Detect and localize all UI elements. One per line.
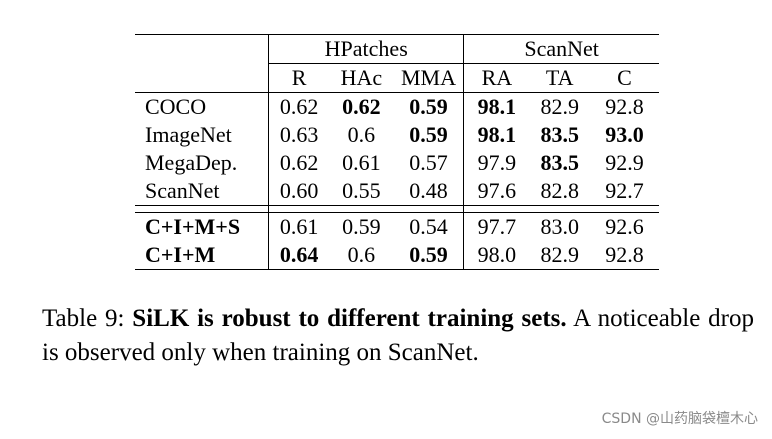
- table-cell: 83.5: [540, 150, 579, 175]
- table-cell: 97.9: [463, 149, 530, 177]
- table-cell: 0.62: [268, 149, 330, 177]
- row-label: MegaDep.: [145, 150, 238, 175]
- gap-cell: [463, 205, 530, 213]
- row-label: ScanNet: [135, 177, 269, 206]
- table-cell: 0.59: [329, 212, 394, 241]
- results-table-wrapper: HPatches ScanNet R HAc MMA RA TA C COCO 0…: [135, 34, 659, 270]
- caption-prefix: Table 9:: [42, 305, 133, 332]
- table-cell: 98.1: [463, 92, 530, 121]
- table-cell: 92.6: [589, 212, 659, 241]
- gap-cell: [590, 206, 659, 213]
- column-header-ta: TA: [529, 63, 590, 93]
- table-cell: 82.9: [529, 241, 590, 270]
- table-cell: 0.6: [329, 241, 394, 270]
- table-cell: 0.59: [393, 241, 464, 270]
- corner-cell: [135, 34, 269, 64]
- table-cell: 97.7: [463, 212, 530, 241]
- table-cell: 82.8: [529, 177, 590, 206]
- gap-cell: [394, 206, 464, 213]
- column-header-ra: RA: [463, 63, 530, 93]
- table-cell: 92.8: [589, 241, 659, 270]
- table-row: MegaDep. 0.62 0.61 0.57 97.9 83.5 92.9: [135, 149, 659, 177]
- table-cell: 0.62: [268, 92, 330, 121]
- table-cell: 0.59: [409, 94, 448, 119]
- group-header-row: HPatches ScanNet: [135, 34, 659, 64]
- row-label: C+I+M: [135, 241, 269, 270]
- table-cell: 0.48: [393, 177, 464, 206]
- group-header-hpatches: HPatches: [268, 34, 464, 64]
- table-row: C+I+M+S 0.61 0.59 0.54 97.7 83.0 92.6: [135, 212, 659, 241]
- table-row: C+I+M 0.64 0.6 0.59 98.0 82.9 92.8: [135, 241, 659, 270]
- table-cell: 0.57: [409, 150, 448, 175]
- table-row: ScanNet 0.60 0.55 0.48 97.6 82.8 92.7: [135, 177, 659, 206]
- group-header-scannet: ScanNet: [463, 34, 659, 64]
- table-cell: 93.0: [605, 122, 644, 147]
- table-cell: 98.0: [463, 241, 530, 270]
- gap-cell: [329, 206, 394, 213]
- gap-cell: [530, 206, 590, 213]
- table-row: COCO 0.62 0.62 0.59 98.1 82.9 92.8: [135, 92, 659, 121]
- table-cell: 92.7: [589, 177, 659, 206]
- table-cell: 0.63: [268, 121, 330, 149]
- table-cell: 0.62: [342, 94, 381, 119]
- gap-cell: [268, 205, 330, 213]
- row-label: ImageNet: [145, 122, 232, 147]
- table-caption: Table 9: SiLK is robust to different tra…: [42, 302, 754, 370]
- gap-cell: [135, 206, 269, 213]
- table-row: ImageNet 0.63 0.6 0.59 98.1 83.5 93.0: [135, 121, 659, 149]
- table-cell: 0.64: [268, 241, 330, 270]
- table-cell: 92.9: [605, 150, 644, 175]
- table-cell: 92.8: [605, 94, 644, 119]
- corner-cell: [135, 63, 269, 93]
- caption-bold-sentence: SiLK is robust to different training set…: [132, 305, 567, 332]
- table-cell: 82.9: [540, 94, 579, 119]
- column-header-r: R: [268, 63, 330, 93]
- table-cell: 0.61: [342, 150, 381, 175]
- column-header-hac: HAc: [329, 63, 394, 93]
- table-cell: 83.5: [540, 122, 579, 147]
- table-cell: 0.61: [268, 212, 330, 241]
- table-cell: 0.6: [347, 122, 376, 147]
- column-header-mma: MMA: [393, 63, 464, 93]
- table-cell: 0.55: [329, 177, 394, 206]
- column-header-c: C: [589, 63, 659, 93]
- results-table: HPatches ScanNet R HAc MMA RA TA C COCO 0…: [135, 34, 659, 270]
- double-rule-gap: [135, 205, 659, 213]
- caption-rest: A noticeable drop is observed only when …: [42, 305, 755, 366]
- table-cell: 0.59: [409, 122, 448, 147]
- column-header-row: R HAc MMA RA TA C: [135, 63, 659, 93]
- table-cell: 97.6: [463, 177, 530, 206]
- row-label: C+I+M+S: [135, 212, 269, 241]
- table-cell: 98.1: [463, 121, 530, 149]
- table-cell: 83.0: [529, 212, 590, 241]
- results-table-body: HPatches ScanNet R HAc MMA RA TA C COCO 0…: [135, 34, 659, 270]
- watermark-text: CSDN @山药脑袋檀木心: [601, 411, 758, 427]
- row-label: COCO: [145, 94, 207, 119]
- table-cell: 0.54: [393, 212, 464, 241]
- table-cell: 0.60: [268, 177, 330, 206]
